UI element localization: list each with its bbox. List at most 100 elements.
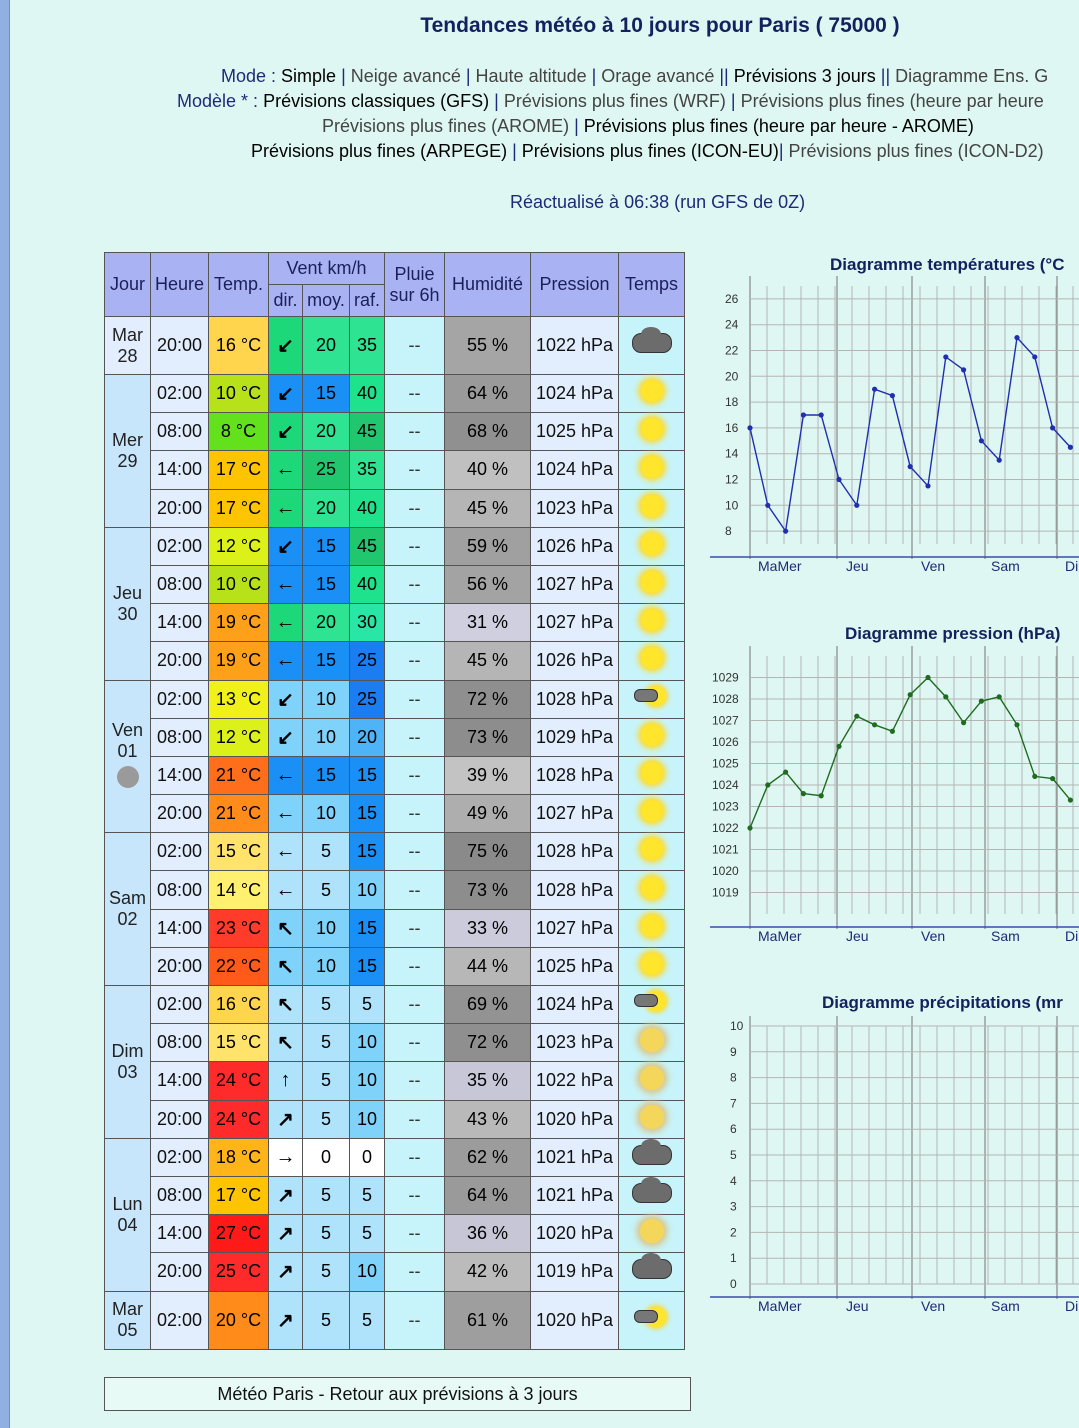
weather-cell [618, 564, 685, 605]
model-wrf-link[interactable]: Prévisions plus fines (WRF) [503, 91, 726, 111]
data-point [889, 393, 895, 399]
weather-cell [618, 1252, 685, 1292]
y-tick-label: 1028 [712, 692, 739, 706]
humidity-cell: 62 % [444, 1137, 531, 1177]
data-point [747, 825, 753, 831]
humidity-cell: 39 % [444, 755, 531, 796]
wind-dir-cell: ← [268, 603, 303, 643]
wind-gust-cell: 10 [349, 1061, 385, 1101]
wind-gust-cell: 15 [349, 794, 385, 834]
data-point [1032, 354, 1038, 360]
rain-cell: -- [384, 641, 445, 681]
hour-cell: 02:00 [150, 984, 209, 1025]
pressure-cell: 1019 hPa [530, 1252, 619, 1292]
humidity-cell: 36 % [444, 1214, 531, 1254]
sun-icon [640, 838, 663, 861]
mode-altitude-link[interactable]: Haute altitude [475, 66, 587, 86]
mode-neige-link[interactable]: Neige avancé [350, 66, 461, 86]
left-bar [0, 0, 10, 1428]
wind-dir-cell: ↙ [268, 717, 303, 757]
model-icon-eu-link[interactable]: Prévisions plus fines (ICON-EU) [521, 141, 779, 161]
hour-cell: 14:00 [150, 603, 209, 643]
wind-dir-cell: ← [268, 794, 303, 834]
rain-cell: -- [384, 1061, 445, 1101]
wind-avg-cell: 5 [302, 1175, 350, 1216]
wind-avg-cell: 15 [302, 641, 350, 681]
wind-gust-cell: 0 [349, 1137, 385, 1177]
wind-dir-cell: ↙ [268, 412, 303, 452]
rain-cell: -- [384, 412, 445, 452]
humidity-cell: 59 % [444, 526, 531, 566]
wind-gust-cell: 35 [349, 316, 385, 375]
wind-gust-cell: 5 [349, 1175, 385, 1216]
weather-cell [618, 832, 685, 872]
forecast-body: Mar 28 20:00 16 °C ↙ 20 35 -- 55 % 1022 hPa Mer 29 0… [104, 316, 685, 1350]
hour-cell: 02:00 [150, 832, 209, 872]
wind-dir-cell: ← [268, 755, 303, 796]
data-point [836, 743, 842, 749]
model-gfs-link[interactable]: Prévisions classiques (GFS) [263, 91, 490, 111]
hazy-sun-icon [639, 1219, 664, 1244]
wind-dir-cell: ↙ [268, 526, 303, 566]
table-row: 08:00 10 °C ← 15 40 -- 56 % 1027 hPa [105, 564, 685, 605]
temp-cell: 23 °C [208, 908, 269, 948]
wind-gust-cell: 10 [349, 1252, 385, 1292]
wind-avg-cell: 10 [302, 794, 350, 834]
wind-dir-cell: ↗ [268, 1214, 303, 1254]
wind-dir-cell: ↙ [268, 316, 303, 375]
temp-cell: 15 °C [208, 1023, 269, 1063]
wind-avg-cell: 5 [302, 870, 350, 910]
back-to-3day-link[interactable]: Météo Paris - Retour aux prévisions à 3 … [104, 1377, 691, 1411]
wind-gust-cell: 20 [349, 717, 385, 757]
cloud-icon [631, 1138, 672, 1165]
hour-cell: 08:00 [150, 717, 209, 757]
mode-diagramme-link[interactable]: Diagramme Ens. G [895, 66, 1049, 86]
y-tick-label: 1020 [712, 864, 739, 878]
model-arpege-link[interactable]: Prévisions plus fines (ARPEGE) [251, 141, 508, 161]
model-arome-hourly-link[interactable]: Prévisions plus fines (heure par heure -… [583, 116, 974, 136]
y-tick-label: 16 [725, 421, 739, 435]
sun-icon [640, 876, 663, 899]
temp-cell: 8 °C [208, 412, 269, 452]
wind-avg-cell: 10 [302, 717, 350, 757]
day-name: Mar [112, 324, 143, 345]
wind-dir-cell: → [268, 1137, 303, 1177]
wind-gust-cell: 15 [349, 755, 385, 796]
sun-icon [640, 571, 663, 594]
mode-3jours-link[interactable]: Prévisions 3 jours [733, 66, 876, 86]
header-humidite: Humidité [444, 252, 531, 317]
model-icon-d2-link[interactable]: Prévisions plus fines (ICON-D2) [788, 141, 1044, 161]
mode-orage-link[interactable]: Orage avancé [601, 66, 715, 86]
mode-simple-link[interactable]: Simple [281, 66, 337, 86]
humidity-cell: 40 % [444, 450, 531, 490]
wind-gust-cell: 30 [349, 603, 385, 643]
y-tick-label: 1021 [712, 843, 739, 857]
wind-dir-cell: ↖ [268, 984, 303, 1025]
model-wrf-hourly-link[interactable]: Prévisions plus fines (heure par heure [740, 91, 1044, 111]
data-point [1050, 775, 1056, 782]
weather-cell [618, 488, 685, 528]
rain-cell: -- [384, 794, 445, 834]
y-tick-label: 22 [725, 344, 739, 358]
sun-icon [640, 456, 663, 479]
humidity-cell: 72 % [444, 679, 531, 719]
table-row: 14:00 19 °C ← 20 30 -- 31 % 1027 hPa [105, 603, 685, 643]
table-row: 08:00 17 °C ↗ 5 5 -- 64 % 1021 hPa [105, 1175, 685, 1216]
sun-icon [640, 647, 663, 670]
temp-cell: 10 °C [208, 564, 269, 605]
wind-dir-cell: ↗ [268, 1099, 303, 1139]
temp-cell: 24 °C [208, 1099, 269, 1139]
sun-icon [640, 761, 663, 784]
rain-cell: -- [384, 450, 445, 490]
header-pression: Pression [530, 252, 619, 317]
hour-cell: 02:00 [150, 1290, 209, 1350]
header-raf: raf. [349, 284, 385, 317]
weather-cell [618, 1214, 685, 1254]
y-tick-label: 10 [730, 1019, 744, 1033]
wind-avg-cell: 20 [302, 412, 350, 452]
weather-cell [618, 717, 685, 757]
day-number: 01 [117, 740, 138, 761]
weather-cell [618, 870, 685, 910]
model-arome-link[interactable]: Prévisions plus fines (AROME) [322, 116, 570, 136]
hour-cell: 02:00 [150, 373, 209, 414]
